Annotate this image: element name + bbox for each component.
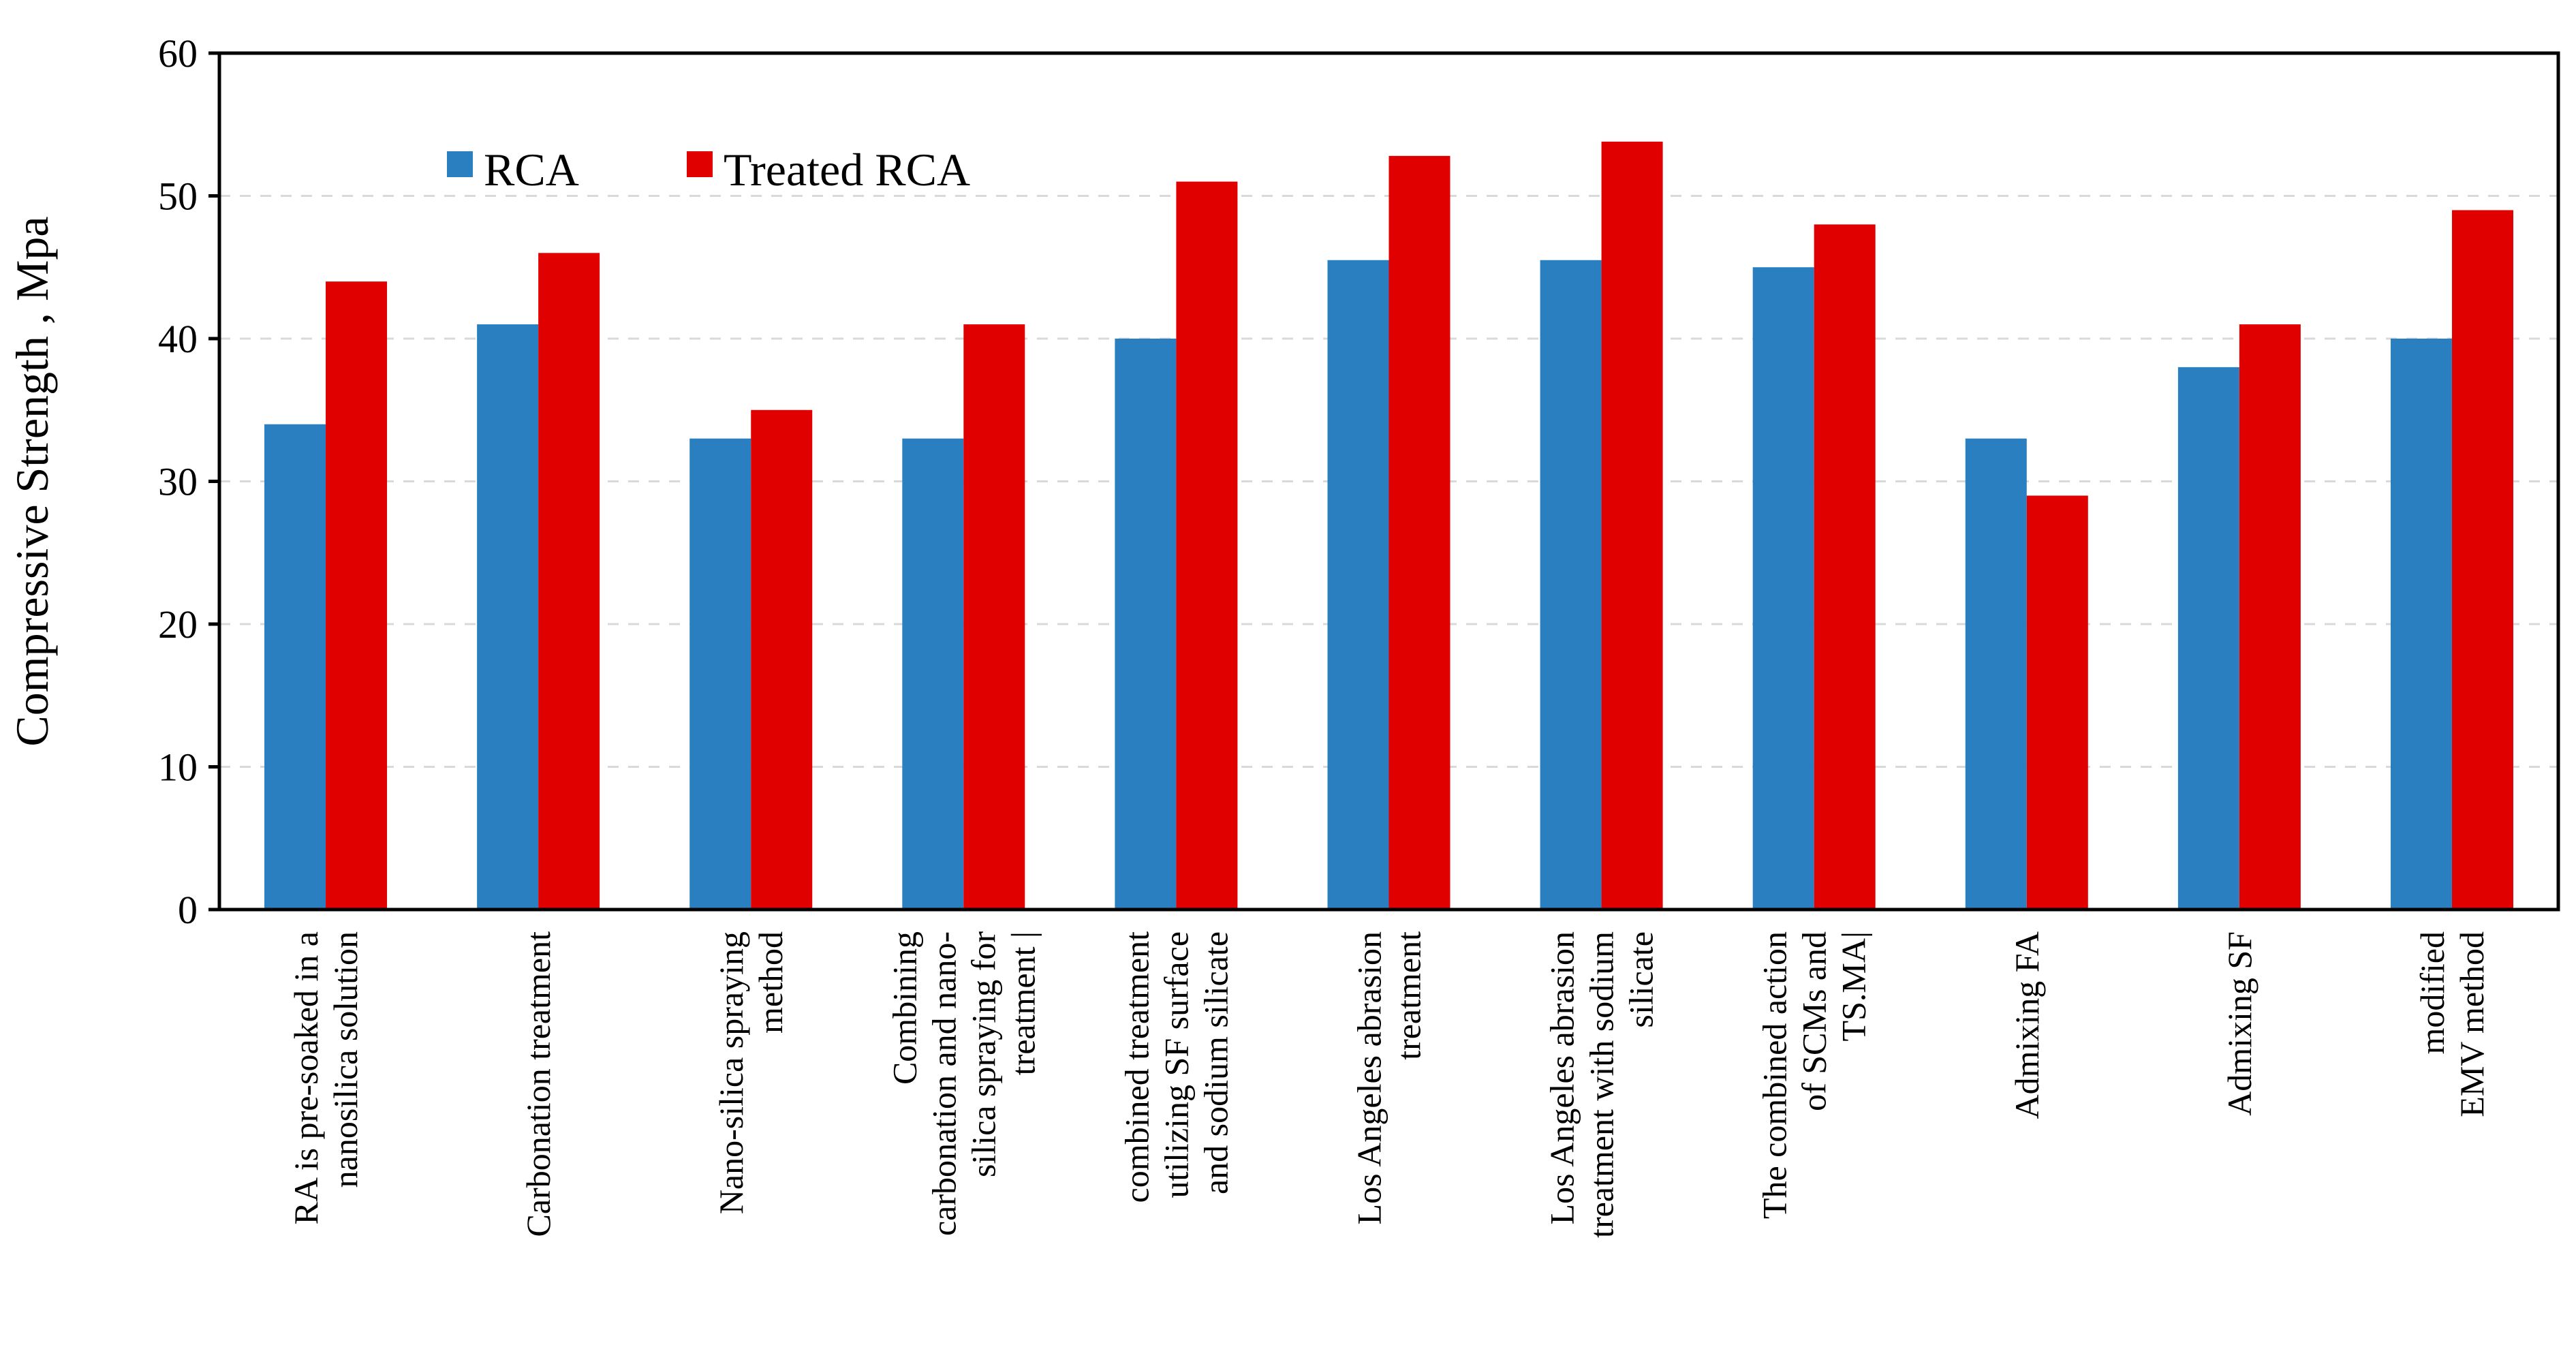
x-category-label: carbonation and nano- bbox=[925, 931, 963, 1236]
x-category-label: silica spraying for bbox=[964, 931, 1002, 1177]
bar-rca bbox=[1327, 260, 1389, 910]
bar-rca bbox=[477, 324, 539, 910]
bar-rca bbox=[1752, 267, 1814, 910]
bar-rca bbox=[902, 438, 964, 910]
x-category-label: Los Angeles abrasion bbox=[1350, 931, 1388, 1224]
bar-treated-rca bbox=[2026, 495, 2088, 910]
bar-rca bbox=[2390, 339, 2452, 910]
bar-treated-rca bbox=[751, 409, 813, 910]
y-tick-label: 30 bbox=[158, 460, 198, 504]
bar-treated-rca bbox=[326, 281, 388, 910]
x-category-label: treatment | bbox=[1004, 931, 1042, 1075]
x-category-label: silicate bbox=[1622, 931, 1660, 1028]
bar-rca bbox=[1115, 339, 1177, 910]
legend-swatch-treated-rca bbox=[687, 151, 713, 177]
x-category-label: Admixing FA bbox=[2008, 931, 2046, 1119]
bar-treated-rca bbox=[538, 253, 600, 910]
bar-treated-rca bbox=[1601, 141, 1663, 910]
bar-treated-rca bbox=[1814, 224, 1876, 910]
y-tick-label: 40 bbox=[158, 317, 198, 361]
y-axis-label: Compressive Strength , Mpa bbox=[6, 216, 58, 746]
x-category-label: Combining bbox=[885, 931, 923, 1085]
bar-rca bbox=[2177, 367, 2239, 910]
bar-rca bbox=[689, 438, 751, 910]
legend-swatch-rca bbox=[447, 151, 473, 177]
legend-label-treated-rca: Treated RCA bbox=[724, 144, 970, 196]
x-category-label: Admixing SF bbox=[2220, 931, 2259, 1116]
x-category-label: TS.MA| bbox=[1835, 931, 1873, 1041]
x-category-label: modified bbox=[2413, 931, 2451, 1055]
x-category-label: of SCMs and bbox=[1795, 931, 1833, 1111]
x-category-label: utilizing SF surface bbox=[1157, 931, 1195, 1198]
y-tick-label: 0 bbox=[178, 888, 198, 932]
bar-treated-rca bbox=[2451, 210, 2513, 910]
x-axis-category-labels: RA is pre-soaked in a nanosilica solution… bbox=[287, 931, 2491, 1238]
x-category-label: RA is pre-soaked in a bbox=[287, 931, 325, 1224]
x-category-label: Carbonation treatment bbox=[519, 931, 557, 1237]
legend: RCA Treated RCA bbox=[447, 144, 970, 196]
y-tick-label: 10 bbox=[158, 745, 198, 790]
x-category-label: The combined action bbox=[1756, 931, 1794, 1219]
x-category-label: nanosilica solution bbox=[326, 931, 364, 1188]
y-tick-label: 60 bbox=[158, 31, 198, 76]
y-tick-label: 20 bbox=[158, 602, 198, 647]
bar-rca bbox=[1965, 438, 2027, 910]
y-axis-ticks: 0 10 20 30 40 50 60 bbox=[158, 31, 219, 932]
bar-rca bbox=[1540, 260, 1602, 910]
x-category-label: Nano-silica spraying bbox=[712, 931, 750, 1214]
x-category-label: Los Angeles abrasion bbox=[1543, 931, 1581, 1224]
bar-treated-rca bbox=[1176, 181, 1238, 910]
legend-label-rca: RCA bbox=[484, 144, 579, 196]
bar-treated-rca bbox=[1388, 155, 1450, 910]
x-category-label: EMV method bbox=[2453, 931, 2491, 1117]
bar-treated-rca bbox=[963, 324, 1025, 910]
x-category-label: treatment bbox=[1390, 931, 1428, 1060]
x-category-label: and sodium silicate bbox=[1196, 931, 1235, 1194]
bar-rca bbox=[264, 424, 326, 910]
x-category-label: combined treatment bbox=[1117, 931, 1155, 1203]
bars bbox=[264, 141, 2513, 910]
bar-treated-rca bbox=[2239, 324, 2301, 910]
x-category-label: method bbox=[751, 931, 790, 1034]
x-category-label: treatment with sodium bbox=[1583, 931, 1621, 1238]
y-tick-label: 50 bbox=[158, 174, 198, 219]
